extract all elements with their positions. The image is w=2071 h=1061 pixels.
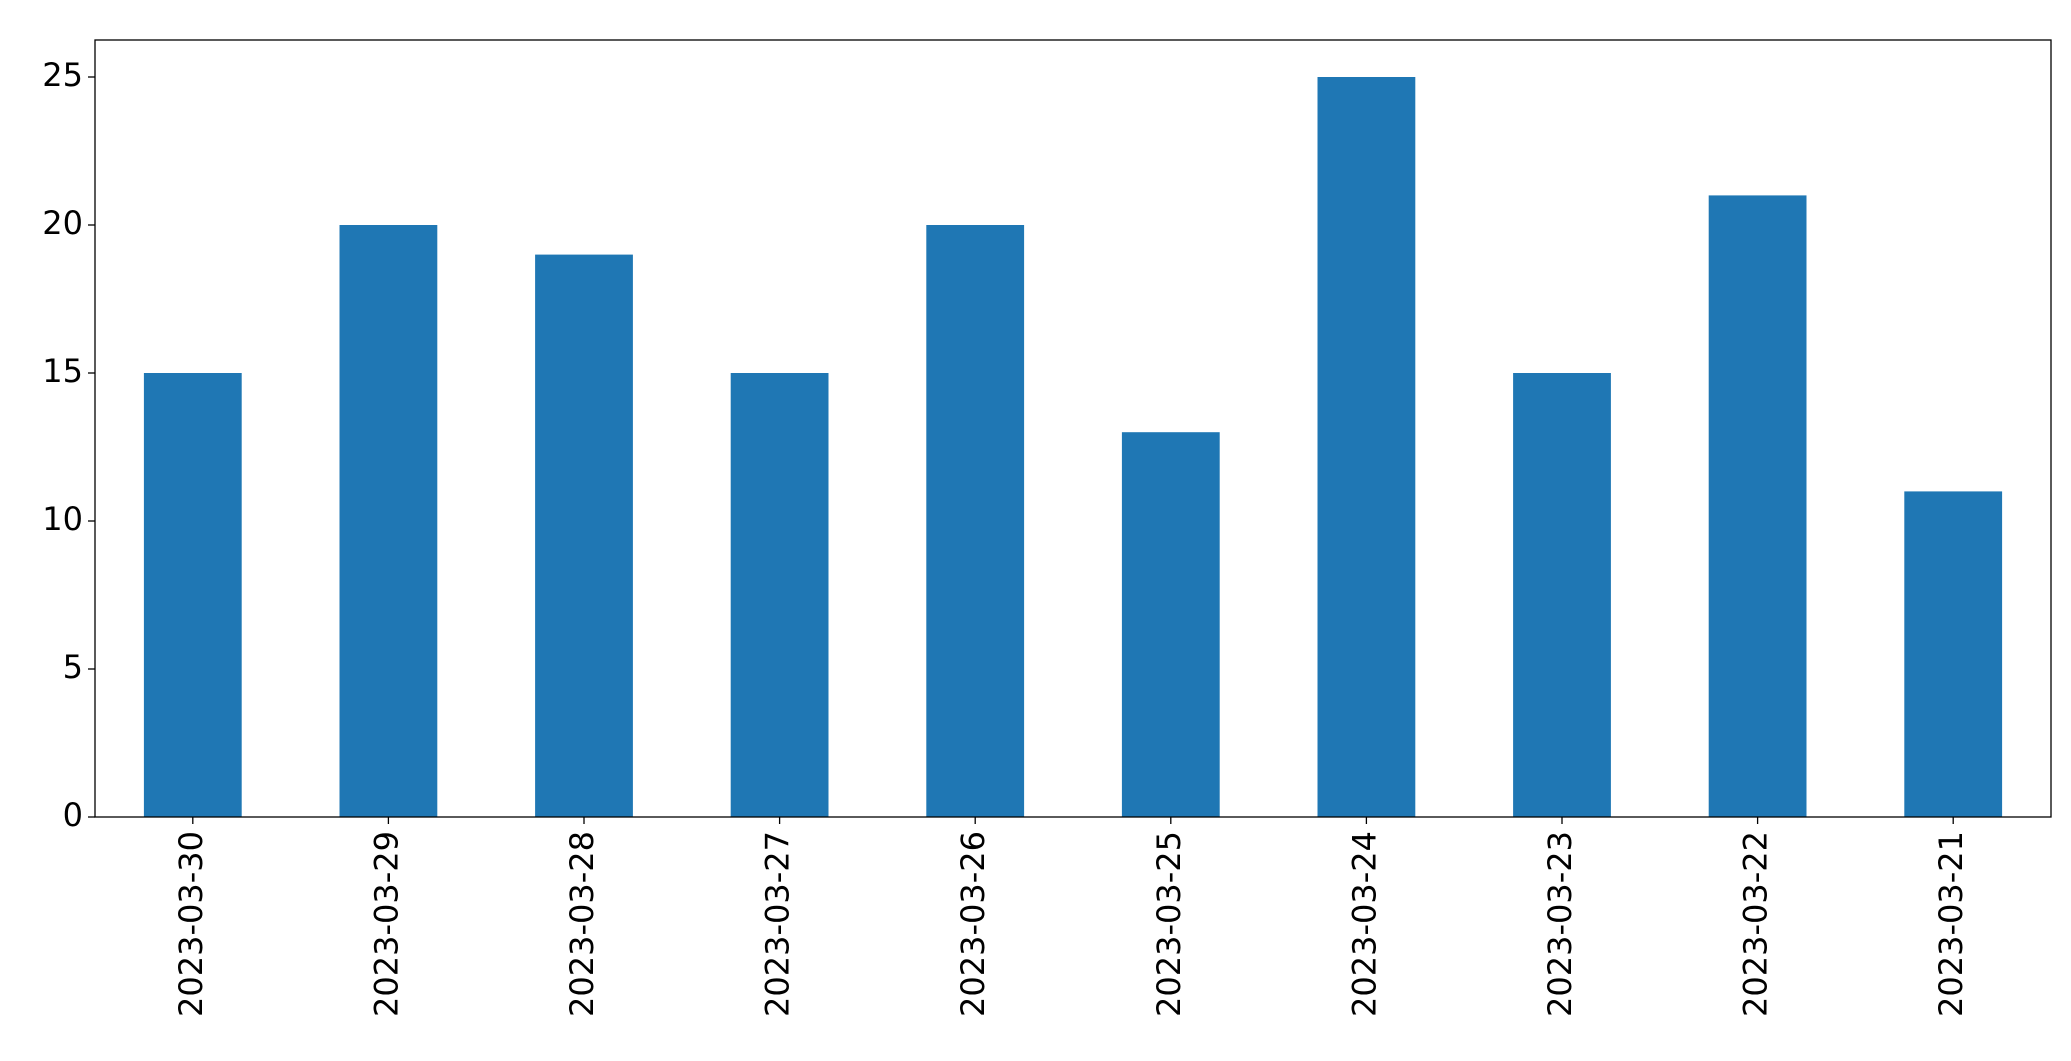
- x-tick-label: 2023-03-23: [1541, 831, 1579, 1017]
- x-tick-label: 2023-03-21: [1932, 831, 1970, 1017]
- x-tick-label: 2023-03-29: [367, 831, 405, 1017]
- bar: [535, 254, 633, 818]
- y-tick-label: 5: [63, 648, 83, 686]
- x-tick-label: 2023-03-24: [1345, 831, 1383, 1017]
- x-tick-label: 2023-03-26: [954, 831, 992, 1017]
- x-tick-label: 2023-03-28: [563, 831, 601, 1017]
- bar: [339, 225, 438, 817]
- bar: [1904, 491, 2003, 817]
- bar: [143, 373, 242, 817]
- x-tick-label: 2023-03-30: [172, 831, 210, 1017]
- bar: [1513, 373, 1611, 817]
- x-tick-label: 2023-03-27: [759, 831, 797, 1017]
- plot-frame: [94, 39, 2052, 818]
- bar: [1317, 77, 1416, 817]
- x-tick-label: 2023-03-22: [1737, 831, 1775, 1017]
- bar: [730, 373, 829, 817]
- bar: [1708, 195, 1807, 817]
- y-tick-label: 20: [42, 204, 83, 242]
- y-tick-label: 10: [42, 500, 83, 538]
- y-tick-label: 25: [42, 56, 83, 94]
- bar: [1121, 432, 1220, 817]
- y-tick-label: 0: [63, 796, 83, 834]
- x-tick-label: 2023-03-25: [1150, 831, 1188, 1017]
- y-tick-label: 15: [42, 352, 83, 390]
- bar: [926, 225, 1025, 817]
